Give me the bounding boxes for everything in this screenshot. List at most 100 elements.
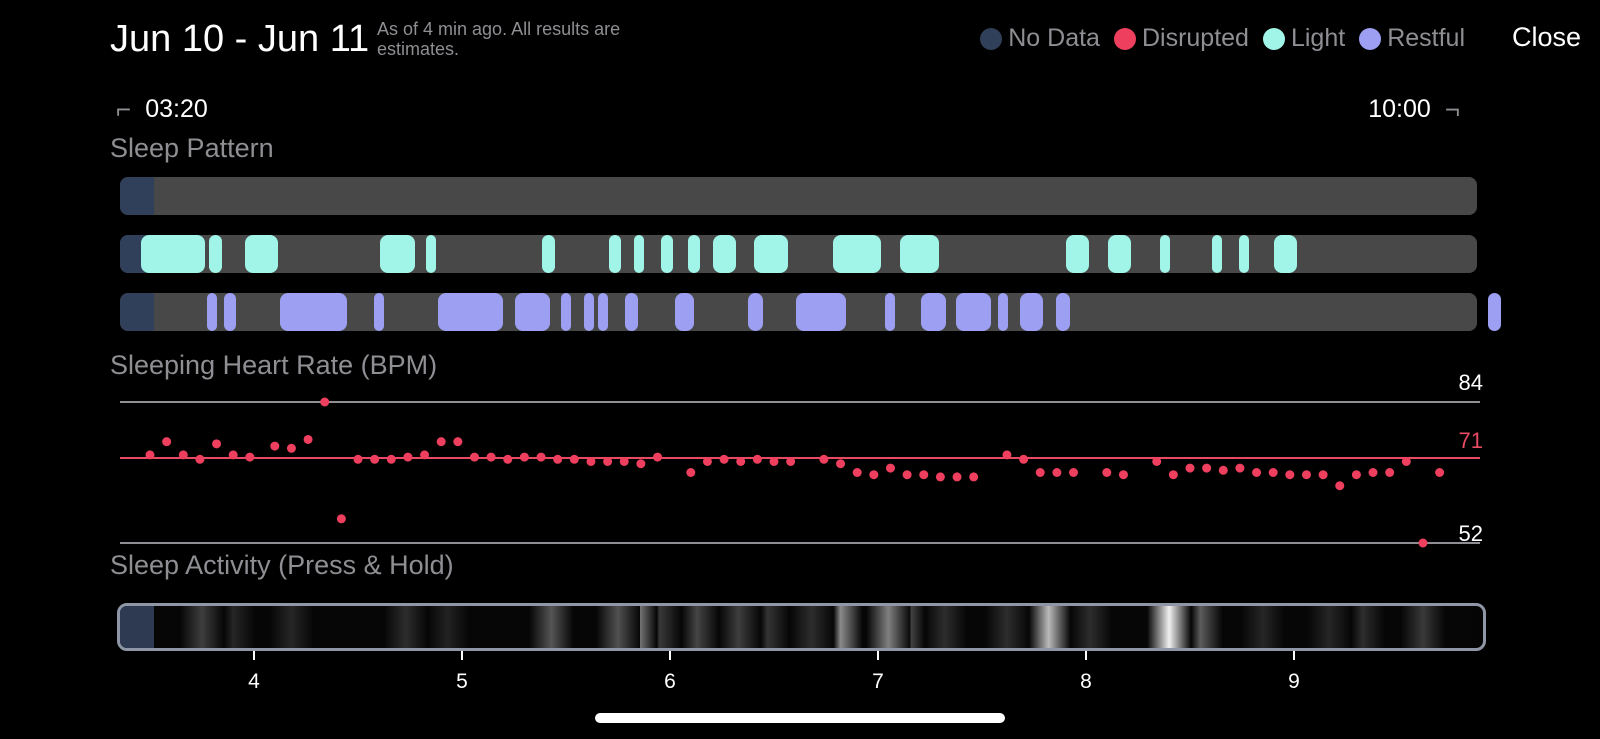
light-segment	[1066, 235, 1090, 273]
heart-rate-point	[320, 397, 330, 407]
heart-rate-point	[303, 434, 313, 444]
no-data-segment	[120, 293, 154, 331]
restful-segment	[373, 293, 384, 331]
start-time: ⌐ 03:20	[116, 94, 208, 125]
heart-rate-point	[1185, 463, 1195, 473]
heart-rate-point	[1052, 468, 1062, 477]
light-segment	[1274, 235, 1298, 273]
restful-segment	[1055, 293, 1071, 331]
disrupted-dot-icon	[1113, 27, 1136, 50]
heart-rate-point	[636, 459, 646, 469]
heart-rate-point	[603, 456, 613, 466]
heart-rate-point	[270, 441, 280, 451]
heart-rate-point	[1235, 463, 1245, 473]
heart-rate-point	[686, 468, 696, 477]
heart-rate-point	[1002, 450, 1012, 460]
sleep-activity-title: Sleep Activity (Press & Hold)	[110, 550, 454, 580]
light-segment	[542, 235, 555, 273]
heart-rate-point	[702, 456, 712, 466]
light-segment	[209, 235, 222, 273]
range-end-bracket-icon: ¬	[1444, 94, 1460, 124]
heart-rate-point	[212, 439, 222, 449]
heart-rate-point	[786, 456, 796, 466]
restful-segment	[1020, 293, 1044, 331]
disrupted-track	[120, 177, 1477, 215]
restful-segment	[747, 293, 763, 331]
heart-rate-point	[586, 456, 596, 466]
light-segment	[754, 235, 788, 273]
heart-rate-point	[286, 443, 296, 453]
axis-tick-label: 8	[1080, 670, 1092, 693]
light-track	[120, 235, 1477, 273]
heart-rate-point	[752, 454, 762, 464]
heart-rate-point	[1401, 456, 1411, 466]
heart-rate-point	[1385, 468, 1395, 477]
legend-label: Restful	[1387, 24, 1465, 52]
heart-rate-point	[1285, 470, 1295, 480]
heart-rate-point	[386, 454, 396, 464]
heart-rate-point	[353, 454, 363, 464]
light-dot-icon	[1262, 27, 1285, 50]
heart-rate-point	[1152, 456, 1162, 466]
heart-rate-point	[469, 452, 479, 462]
heart-rate-point	[1168, 470, 1178, 480]
heart-rate-point	[1252, 468, 1262, 477]
range-start-bracket-icon: ⌐	[116, 94, 132, 124]
no-data-dot-icon	[980, 27, 1003, 50]
estimate-note: As of 4 min ago. All results are estimat…	[377, 19, 621, 59]
heart-rate-point	[519, 452, 529, 462]
restful-segment	[583, 293, 594, 331]
legend-item-no-data: No Data	[980, 24, 1100, 53]
legend-item-restful: Restful	[1359, 24, 1465, 53]
heart-rate-point	[195, 454, 205, 464]
heart-rate-point	[1418, 538, 1428, 548]
heart-rate-point	[919, 470, 929, 480]
sleep-activity-bar[interactable]	[117, 603, 1486, 651]
heart-rate-point	[769, 456, 779, 466]
light-segment	[687, 235, 701, 273]
restful-segment	[207, 293, 218, 331]
legend-item-disrupted: Disrupted	[1113, 24, 1249, 53]
light-segment	[899, 235, 940, 273]
heart-rate-point	[370, 454, 380, 464]
heart-rate-point	[902, 470, 912, 480]
restful-segment	[955, 293, 992, 331]
home-indicator[interactable]	[595, 713, 1005, 723]
axis-tick-label: 6	[664, 670, 676, 693]
light-segment	[379, 235, 416, 273]
axis-tick-label: 4	[248, 670, 260, 693]
heart-rate-point	[178, 450, 188, 460]
light-segment	[140, 235, 206, 273]
heart-rate-point	[1035, 468, 1045, 477]
heart-rate-point	[1435, 468, 1445, 477]
heart-rate-point	[869, 470, 879, 480]
no-data-segment	[120, 177, 154, 215]
close-button[interactable]: Close	[1511, 22, 1581, 52]
axis-tick-label: 7	[872, 670, 884, 693]
time-axis: 4 5 6 7 8 9	[248, 650, 1300, 693]
heart-rate-point	[420, 450, 430, 460]
start-time-label: 03:20	[145, 95, 208, 123]
no-data-segment	[120, 606, 154, 648]
heart-rate-point	[1318, 470, 1328, 480]
heart-rate-title: Sleeping Heart Rate (BPM)	[110, 350, 438, 380]
heart-rate-point	[885, 463, 895, 473]
axis-tick-label: 5	[456, 670, 468, 693]
restful-segment	[598, 293, 609, 331]
legend-label: Disrupted	[1141, 24, 1249, 52]
heart-rate-point	[245, 452, 255, 462]
heart-rate-point	[1102, 468, 1112, 477]
heart-rate-point	[1118, 470, 1128, 480]
heart-rate-point	[1368, 468, 1378, 477]
heart-rate-points	[145, 397, 1445, 548]
heart-rate-point	[453, 437, 463, 447]
avg-bpm-label: 71	[1459, 428, 1483, 453]
axis-tick-label: 9	[1288, 670, 1300, 693]
heart-rate-point	[553, 454, 563, 464]
heart-rate-point	[1019, 454, 1029, 464]
restful-segment	[920, 293, 946, 331]
heart-rate-point	[1069, 468, 1079, 477]
restful-segment	[560, 293, 572, 331]
heart-rate-point	[569, 454, 579, 464]
